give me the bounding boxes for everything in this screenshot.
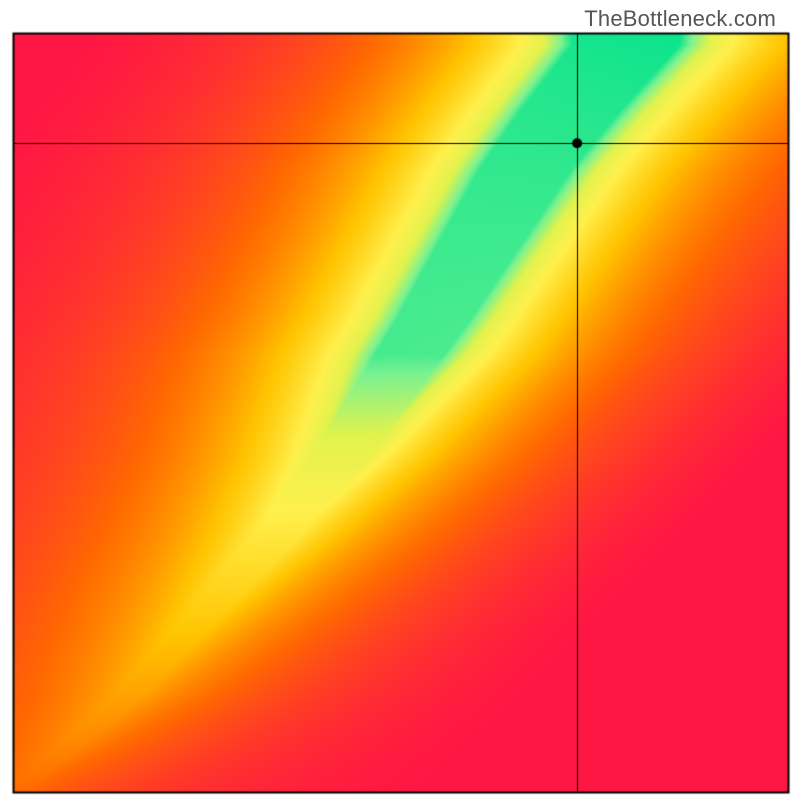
- chart-container: TheBottleneck.com: [0, 0, 800, 800]
- watermark-text: TheBottleneck.com: [584, 6, 776, 32]
- heatmap-canvas: [0, 0, 800, 800]
